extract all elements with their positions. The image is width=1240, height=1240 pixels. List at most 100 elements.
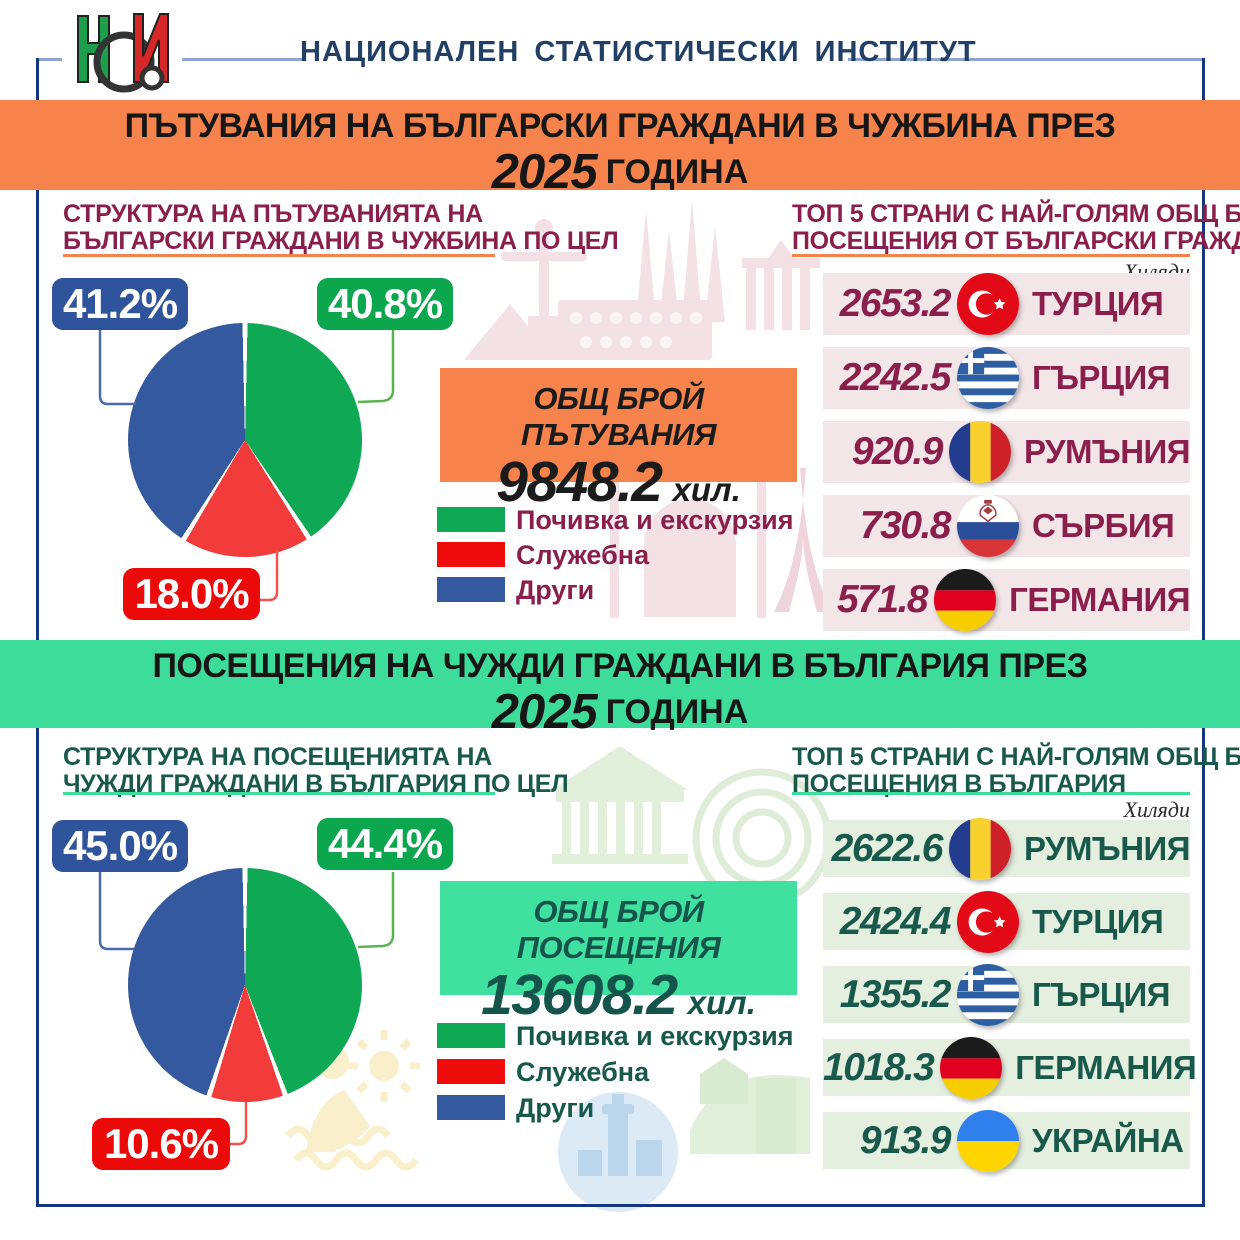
banner-year: 2025 [491,145,598,199]
frame-line-top-left [36,58,62,61]
flag-greece-icon [957,963,1019,1026]
legend-swatch-green [437,507,505,532]
legend-swatch-green [437,1023,505,1048]
title-underline-1 [63,254,495,257]
flag-turkey-icon [957,273,1019,335]
total-visits-box: ОБЩ БРОЙ ПОСЕЩЕНИЯ 13608.2 хил. [440,881,797,1024]
total-travels-value: 9848.2 [496,450,663,514]
banner-line1: ПОСЕЩЕНИЯ НА ЧУЖДИ ГРАЖДАНИ В БЪЛГАРИЯ П… [152,647,1088,685]
banner-line2: 2025 ГОДИНА [0,144,1240,200]
banner-line1: ПЪТУВАНИЯ НА БЪЛГАРСКИ ГРАЖДАНИ В ЧУЖБИН… [124,107,1116,145]
country-name: РУМЪНИЯ [1023,433,1191,470]
legend-swatch-red [437,1059,505,1084]
legend-label-business: Служебна [516,1057,650,1087]
pie-chart-visits-purpose [128,868,362,1102]
pct-label-others-1: 41.2% [52,278,188,330]
frame-line-top-right [848,58,1205,61]
banner-year: 2025 [491,685,598,739]
total-travels-value-row: 9848.2 хил. [440,453,797,511]
landmarks-bottom-watermark [285,746,832,1212]
country-name: ТУРЦИЯ [1032,285,1164,322]
country-row-germany-1: 571.8 ГЕРМАНИЯ [823,569,1190,631]
country-row-germany-2: 1018.3 ГЕРМАНИЯ [823,1036,1197,1099]
legend-label-others: Други [516,575,595,605]
flag-serbia-icon [957,495,1019,557]
legend-label-others: Други [516,1093,595,1123]
country-name: СЪРБИЯ [1032,507,1175,544]
banner-visits-bulgaria: ПОСЕЩЕНИЯ НА ЧУЖДИ ГРАЖДАНИ В БЪЛГАРИЯ П… [0,640,1240,739]
banner-year-suffix: ГОДИНА [605,153,749,191]
total-visits-label: ОБЩ БРОЙ ПОСЕЩЕНИЯ [516,894,721,965]
total-visits-unit: хил. [687,984,756,1021]
country-value: 2424.4 [839,899,952,943]
country-row-turkey-1: 2653.2 ТУРЦИЯ [823,273,1190,335]
frame-line-after-logo [182,58,302,61]
title-underline-2 [63,792,495,795]
country-row-serbia-1: 730.8 СЪРБИЯ [823,495,1190,557]
top5-underline-1 [792,254,1190,257]
legend-label-business: Служебна [516,540,650,570]
country-value: 913.9 [859,1118,952,1162]
units-note-2: Хиляди [1123,797,1190,822]
country-name: ГЕРМАНИЯ [1015,1048,1197,1086]
country-row-ukraine-2: 913.9 УКРАЙНА [823,1109,1190,1172]
flag-turkey-icon [957,890,1019,953]
flag-ukraine-icon [957,1109,1019,1172]
country-value: 2622.6 [831,826,944,870]
total-visits-value: 13608.2 [481,963,678,1027]
country-name: УКРАЙНА [1032,1121,1184,1159]
top5-title-1: ТОП 5 СТРАНИ С НАЙ-ГОЛЯМ ОБЩ БРОЙ ПОСЕЩЕ… [792,200,1240,255]
total-visits-value-row: 13608.2 хил. [440,966,797,1024]
pct-label-leisure-2: 44.4% [317,818,453,870]
country-value: 920.9 [851,430,944,473]
institute-title: НАЦИОНАЛЕН СТАТИСТИЧЕСКИ ИНСТИТУТ [300,36,977,68]
legend-swatch-red [437,542,505,567]
country-value: 1018.3 [823,1045,935,1089]
total-travels-unit: хил. [672,471,741,508]
legend-swatch-blue [437,577,505,602]
country-value: 2653.2 [839,282,952,325]
country-row-greece-2: 1355.2 ГЪРЦИЯ [823,963,1190,1026]
flag-germany-icon [940,1036,1003,1099]
pct-label-business-2: 10.6% [92,1118,230,1170]
country-row-romania-1: 920.9 РУМЪНИЯ [823,421,1191,483]
flag-romania-icon [948,817,1011,880]
flag-greece-icon [957,347,1019,409]
frame-line-bottom [36,1204,1205,1207]
legend-swatch-blue [437,1095,505,1120]
country-value: 571.8 [837,578,929,621]
country-row-turkey-2: 2424.4 ТУРЦИЯ [823,890,1190,953]
pct-label-leisure-1: 40.8% [317,278,453,330]
flag-germany-icon [934,569,997,631]
country-row-romania-2: 2622.6 РУМЪНИЯ [823,817,1191,880]
pct-label-others-2: 45.0% [52,820,188,872]
pie-chart-travels-purpose [128,323,362,557]
country-value: 1355.2 [839,972,952,1016]
country-value: 2242.5 [839,356,952,399]
legend-label-leisure: Почивка и екскурзия [516,1021,794,1051]
top5-underline-2 [792,792,1190,795]
banner-travels-abroad: ПЪТУВАНИЯ НА БЪЛГАРСКИ ГРАЖДАНИ В ЧУЖБИН… [0,100,1240,199]
frame-line-left [36,58,39,1206]
structure-title-2: СТРУКТУРА НА ПОСЕЩЕНИЯТА НА ЧУЖДИ ГРАЖДА… [63,743,569,798]
nsi-logo [77,13,169,93]
country-value: 730.8 [859,504,952,547]
flag-romania-icon [948,421,1011,483]
country-name: ТУРЦИЯ [1032,902,1164,940]
structure-title-1: СТРУКТУРА НА ПЪТУВАНИЯТА НА БЪЛГАРСКИ ГР… [63,200,619,255]
country-name: ГЪРЦИЯ [1032,359,1170,396]
country-name: ГЕРМАНИЯ [1009,581,1190,618]
banner-year-suffix: ГОДИНА [605,693,749,731]
country-name: РУМЪНИЯ [1023,829,1191,867]
total-travels-label: ОБЩ БРОЙ ПЪТУВАНИЯ [520,381,717,452]
pct-label-business-1: 18.0% [123,568,260,620]
top5-title-2: ТОП 5 СТРАНИ С НАЙ-ГОЛЯМ ОБЩ БРОЙ ПОСЕЩЕ… [792,743,1240,798]
country-name: ГЪРЦИЯ [1032,975,1170,1013]
country-row-greece-1: 2242.5 ГЪРЦИЯ [823,347,1190,409]
total-travels-box: ОБЩ БРОЙ ПЪТУВАНИЯ 9848.2 хил. [440,368,797,511]
banner-line2: 2025 ГОДИНА [0,684,1240,740]
legend-label-leisure: Почивка и екскурзия [516,505,794,535]
frame-line-right [1202,58,1205,1206]
